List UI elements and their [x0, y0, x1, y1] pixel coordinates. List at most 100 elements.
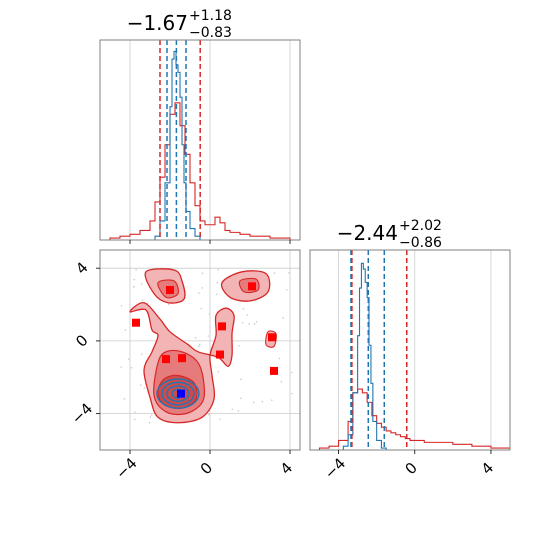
- scatter-point: [140, 282, 143, 285]
- scatter-point: [198, 292, 200, 294]
- scatter-point: [200, 307, 203, 310]
- red-square-marker: [218, 322, 226, 331]
- marginal-2-title: −2.44 +2.02−0.86: [337, 218, 442, 251]
- marginal-histogram-parameter-2: −4 0 4: [309, 249, 511, 483]
- scatter-point: [246, 314, 249, 316]
- marginal-2-plot-area: [310, 250, 510, 450]
- scatter-point: [252, 401, 255, 404]
- scatter-point: [219, 418, 221, 420]
- red-square-marker: [178, 354, 186, 363]
- blue-contour-level-2: [161, 381, 195, 406]
- scatter-point: [148, 421, 151, 424]
- scatter-point: [120, 366, 123, 368]
- scatter-point: [127, 358, 130, 360]
- scatter-point: [237, 410, 240, 412]
- joint-xtick-label: 4: [277, 459, 296, 478]
- scatter-point: [139, 384, 142, 386]
- scatter-point: [201, 272, 204, 275]
- scatter-point: [208, 413, 210, 416]
- marginal-2-histogram-series-1: [310, 388, 510, 450]
- scatter-point: [286, 288, 288, 291]
- marginal-1-frame: [99, 39, 301, 241]
- scatter-point: [123, 398, 126, 400]
- scatter-point: [217, 370, 220, 373]
- red-square-marker: [268, 333, 276, 342]
- scatter-point: [253, 322, 256, 325]
- marginal-1-plot-area: [100, 40, 300, 240]
- scatter-point: [135, 268, 137, 271]
- red-square-marker: [162, 355, 170, 364]
- marginal-1-title-lower-error: −0.83: [189, 25, 232, 41]
- scatter-point: [280, 381, 283, 383]
- scatter-point: [133, 418, 136, 421]
- joint-frame: [99, 249, 301, 451]
- joint-plot-area: [100, 250, 300, 450]
- scatter-point: [248, 323, 250, 325]
- scatter-point: [217, 268, 219, 271]
- scatter-point: [198, 345, 200, 347]
- scatter-point: [288, 272, 290, 274]
- scatter-point: [208, 313, 211, 315]
- marginal-2-xtick-label: −4: [321, 454, 349, 482]
- marginal-2-title-value: −2.44: [337, 221, 398, 245]
- scatter-point: [215, 293, 218, 296]
- marginal-1-histogram-series-2: [150, 50, 205, 240]
- scatter-point: [149, 416, 152, 418]
- scatter-point: [201, 287, 203, 289]
- joint-ytick-label: 0: [72, 331, 91, 350]
- scatter-point: [273, 272, 276, 274]
- scatter-point: [133, 285, 135, 288]
- red-square-marker: [132, 318, 140, 327]
- scatter-point: [167, 303, 170, 306]
- scatter-point: [120, 305, 123, 307]
- scatter-point: [291, 392, 293, 395]
- joint-contour-panel: −4 0 4 −4 0 4: [68, 249, 301, 483]
- scatter-point: [130, 366, 133, 369]
- scatter-point: [198, 343, 201, 346]
- joint-ytick-label: −4: [68, 399, 96, 427]
- marginal-2-xtick-label: 0: [401, 459, 420, 478]
- marginal-2-xtick-label: 4: [478, 459, 497, 478]
- scatter-point: [133, 278, 136, 281]
- scatter-point: [124, 329, 127, 331]
- scatter-point: [194, 336, 197, 339]
- scatter-point: [282, 317, 284, 319]
- marginal-histogram-parameter-1: [99, 39, 301, 244]
- scatter-point: [255, 321, 258, 323]
- scatter-point: [241, 321, 244, 324]
- joint-xtick-label: 0: [197, 459, 216, 478]
- scatter-point: [146, 302, 149, 305]
- scatter-point: [231, 408, 234, 411]
- marginal-1-title-value: −1.67: [127, 11, 188, 35]
- scatter-point: [240, 397, 242, 400]
- blue-square-marker: [177, 389, 185, 398]
- scatter-point: [141, 299, 144, 301]
- red-square-marker: [248, 282, 256, 291]
- scatter-point: [240, 378, 242, 381]
- marginal-2-title-upper-error: +2.02: [399, 218, 442, 234]
- marginal-2-title-lower-error: −0.86: [399, 235, 442, 251]
- scatter-point: [134, 411, 136, 413]
- scatter-point: [238, 344, 240, 347]
- scatter-point: [270, 399, 273, 402]
- red-square-marker: [270, 366, 278, 375]
- scatter-point: [150, 414, 153, 416]
- marginal-1-histogram-series-1: [100, 102, 300, 240]
- scatter-point: [242, 307, 245, 310]
- joint-ytick-label: 4: [72, 258, 91, 277]
- red-square-marker: [216, 350, 224, 359]
- marginal-1-title-upper-error: +1.18: [189, 8, 232, 24]
- scatter-point: [207, 335, 210, 337]
- scatter-point: [216, 281, 218, 284]
- scatter-point: [143, 387, 146, 389]
- red-square-marker: [166, 286, 174, 294]
- blue-contour-level-1: [156, 378, 200, 409]
- blue-contour-level-3: [166, 385, 190, 402]
- joint-xtick-label: −4: [112, 454, 140, 482]
- marginal-2-frame: [309, 249, 511, 451]
- scatter-point: [291, 371, 293, 374]
- scatter-point: [261, 400, 264, 403]
- scatter-point: [140, 353, 143, 355]
- marginal-2-histogram-series-2: [338, 262, 387, 450]
